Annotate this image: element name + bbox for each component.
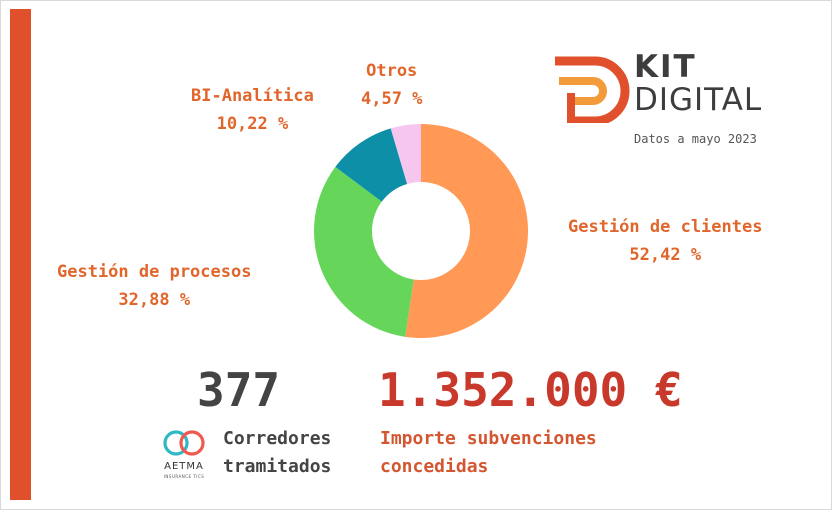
logo-kit: KIT [634,49,697,85]
aetma-logo-icon [163,430,205,456]
label-bi: BI-Analítica 10,22 % [191,82,314,138]
label-procesos-pct: 32,88 % [118,290,191,310]
donut-slice-otros [390,124,421,185]
donut-slice-gesti-n-de-procesos [314,166,414,337]
kit-digital-wordmark: KIT DIGITAL [634,51,762,117]
donut-chart [314,124,529,339]
brokers-caption-line2: tramitados [223,456,332,477]
label-clientes-pct: 52,42 % [629,245,702,265]
label-otros: Otros 4,57 % [361,57,422,113]
label-clientes: Gestión de clientes 52,42 % [568,213,762,269]
label-clientes-name: Gestión de clientes [568,217,763,237]
amount-caption-line1: Importe subvenciones [380,428,597,449]
donut-slice-bi-anal-tica [335,128,408,202]
brokers-caption: Corredores tramitados [223,425,331,481]
amount-caption: Importe subvenciones concedidas [380,425,597,481]
aetma-name: AETMA [164,461,204,472]
label-bi-pct: 10,22 % [216,114,289,134]
label-otros-pct: 4,57 % [361,89,423,109]
donut-slice-gesti-n-de-clientes [405,124,529,339]
label-bi-name: BI-Analítica [191,86,314,106]
data-date: Datos a mayo 2023 [634,132,757,146]
logo-digital: DIGITAL [634,82,763,118]
label-procesos-name: Gestión de procesos [57,262,252,282]
label-otros-name: Otros [366,61,418,81]
kit-digital-logo-icon [555,56,630,123]
label-procesos: Gestión de procesos 32,88 % [57,258,251,314]
brokers-count: 377 [197,363,281,417]
aetma-subtitle: INSURANCE TICS [163,474,205,479]
brokers-caption-line1: Corredores [223,428,332,449]
side-accent-bar [10,9,31,500]
subsidy-amount: 1.352.000 € [378,363,683,417]
amount-caption-line2: concedidas [380,456,489,477]
